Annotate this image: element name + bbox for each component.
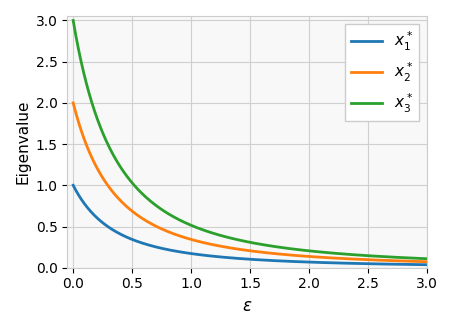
$x_3^*$ [242,239,248,243]
Line: $x_3^*$: $x_3^*$ [73,20,427,259]
$x_2^*$ [88,154,94,158]
$x_2^*$ [414,259,419,263]
Y-axis label: Eigenvalue: Eigenvalue [15,100,30,184]
Line: $x_1^*$: $x_1^*$ [73,185,427,265]
$x_2^*$ [242,248,248,252]
$x_2^*$ [414,259,419,263]
$x_1^*$ [233,256,239,260]
$x_1^*$ [349,261,355,265]
$x_3^*$ [233,237,239,241]
$x_2^*$ [424,260,430,264]
$x_3^*$ [88,99,94,103]
$x_3^*$ [424,257,430,261]
Line: $x_2^*$: $x_2^*$ [73,103,427,262]
$x_3^*$ [414,256,419,260]
$x_3^*$ [349,253,355,257]
Legend: $x_1^*$, $x_2^*$, $x_3^*$: $x_1^*$, $x_2^*$, $x_3^*$ [345,24,419,121]
$x_1^*$ [71,183,76,187]
X-axis label: $\varepsilon$: $\varepsilon$ [242,297,252,315]
$x_1^*$ [424,263,430,267]
$x_2^*$ [71,101,76,105]
$x_3^*$ [71,18,76,22]
$x_1^*$ [414,263,419,267]
$x_3^*$ [414,256,419,260]
$x_1^*$ [414,263,419,267]
$x_2^*$ [349,257,355,261]
$x_2^*$ [233,247,239,251]
$x_1^*$ [88,210,94,214]
$x_1^*$ [242,257,248,261]
